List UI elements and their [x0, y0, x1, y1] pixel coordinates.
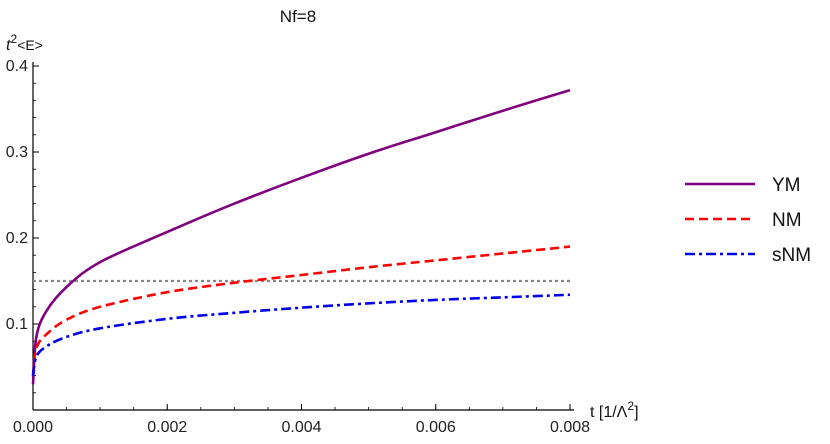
y-axis-label: t2<E> [6, 32, 43, 54]
legend-label-nm: NM [772, 210, 802, 231]
x-tick-label: 0.008 [550, 419, 590, 436]
y-tick-label: 0.1 [6, 316, 28, 333]
plot-area: 0.000 0.002 0.004 0.006 0.008 0.1 0.2 0.3 0.4 [6, 58, 590, 436]
series-line-ym [31, 88, 571, 385]
legend-label-ym: YM [772, 175, 801, 196]
y-tick-label: 0.2 [6, 230, 28, 247]
y-tick-label: 0.4 [6, 58, 28, 75]
x-tick-label: 0.002 [147, 419, 187, 436]
x-tick-label: 0.004 [281, 419, 321, 436]
legend: YM NM sNM [685, 175, 811, 266]
x-tick-label: 0.006 [416, 419, 456, 436]
y-tick-label: 0.3 [6, 144, 28, 161]
x-axis-label: t [1/Λ2] [590, 399, 639, 421]
legend-label-snm: sNM [772, 245, 811, 266]
y-axis-label-sup: 2 [10, 32, 17, 46]
x-axis-label-sup: 2 [627, 399, 634, 413]
x-axis-label-end: ] [634, 404, 638, 421]
x-tick-label: 0.000 [13, 419, 53, 436]
chart-title: Nf=8 [280, 7, 316, 26]
series-line-snm [31, 293, 571, 376]
series-line-nm [31, 245, 571, 376]
y-axis-label-rest: <E> [17, 37, 43, 53]
x-axis-label-main: t [1/Λ [590, 404, 628, 421]
y-axis-label-main: t [6, 37, 11, 54]
